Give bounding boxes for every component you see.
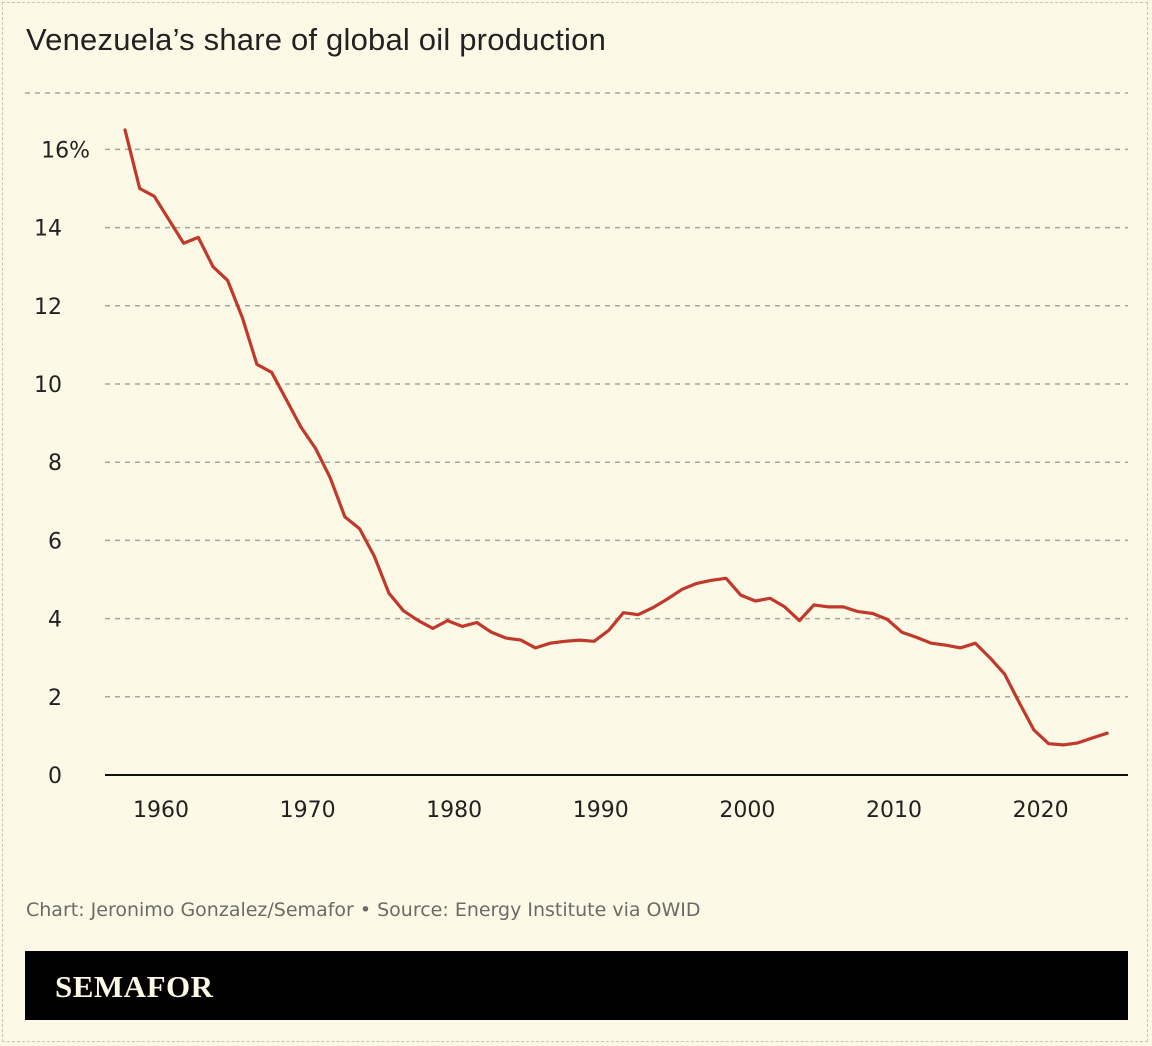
y-tick-label: 6 xyxy=(48,529,62,554)
y-tick-label: 12 xyxy=(34,295,62,320)
y-tick-label: 14 xyxy=(34,217,62,242)
x-tick-label: 1970 xyxy=(280,798,336,823)
chart-credit: Chart: Jeronimo Gonzalez/Semafor • Sourc… xyxy=(26,899,701,921)
x-tick-label: 1990 xyxy=(573,798,629,823)
x-tick-label: 2010 xyxy=(866,798,922,823)
y-tick-label: 4 xyxy=(48,608,62,633)
series-line xyxy=(123,128,1109,747)
y-tick-label: 16% xyxy=(41,138,90,163)
semafor-logo: SEMAFOR xyxy=(55,969,214,1004)
y-tick-label: 2 xyxy=(48,686,62,711)
x-tick-label: 2020 xyxy=(1013,798,1069,823)
x-tick-label: 2000 xyxy=(719,798,775,823)
y-tick-label: 0 xyxy=(48,764,62,789)
chart-title: Venezuela’s share of global oil producti… xyxy=(26,22,607,57)
x-tick-label: 1980 xyxy=(426,798,482,823)
y-tick-label: 10 xyxy=(34,373,62,398)
brand-bar: SEMAFOR xyxy=(25,951,1128,1020)
x-tick-label: 1960 xyxy=(133,798,189,823)
y-tick-label: 8 xyxy=(48,451,62,476)
